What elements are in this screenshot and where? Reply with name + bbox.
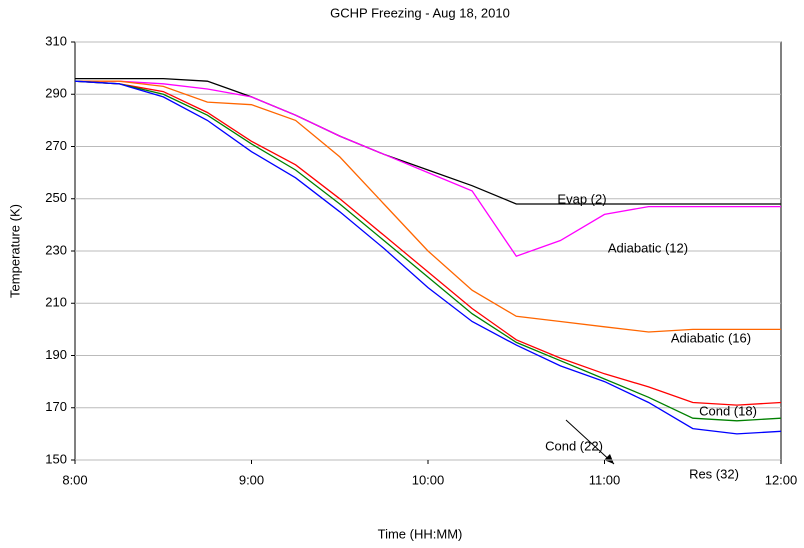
y-tick-label: 270 — [45, 138, 67, 153]
x-tick-label: 8:00 — [62, 472, 87, 487]
y-tick-label: 190 — [45, 347, 67, 362]
series-label: Evap (2) — [557, 191, 606, 206]
series-label: Adiabatic (12) — [608, 240, 688, 255]
series-label: Res (32) — [689, 466, 739, 481]
y-tick-label: 310 — [45, 33, 67, 48]
series-line — [75, 80, 781, 333]
y-tick-label: 170 — [45, 399, 67, 414]
series-line — [74, 80, 782, 435]
y-tick-label: 230 — [45, 242, 67, 257]
series-line — [75, 80, 781, 257]
x-tick-label: 9:00 — [239, 472, 264, 487]
series-line — [75, 77, 781, 205]
annotation-arrow — [565, 419, 615, 465]
y-tick-label: 210 — [45, 295, 67, 310]
y-tick-label: 250 — [45, 190, 67, 205]
series-line — [74, 80, 782, 422]
y-tick-label: 290 — [45, 86, 67, 101]
series-label: Cond (22) — [545, 438, 603, 453]
x-tick-label: 10:00 — [412, 472, 445, 487]
y-axis-label: Temperature (K) — [7, 204, 22, 298]
y-tick-label: 150 — [45, 451, 67, 466]
series-label: Adiabatic (16) — [671, 330, 751, 345]
x-tick-label: 12:00 — [765, 472, 798, 487]
series-label: Cond (18) — [699, 403, 757, 418]
x-tick-label: 11:00 — [589, 472, 621, 487]
series-line — [74, 80, 782, 406]
arrow-head — [604, 454, 614, 464]
chart-title: GCHP Freezing - Aug 18, 2010 — [330, 5, 510, 20]
x-axis-label: Time (HH:MM) — [378, 526, 463, 541]
